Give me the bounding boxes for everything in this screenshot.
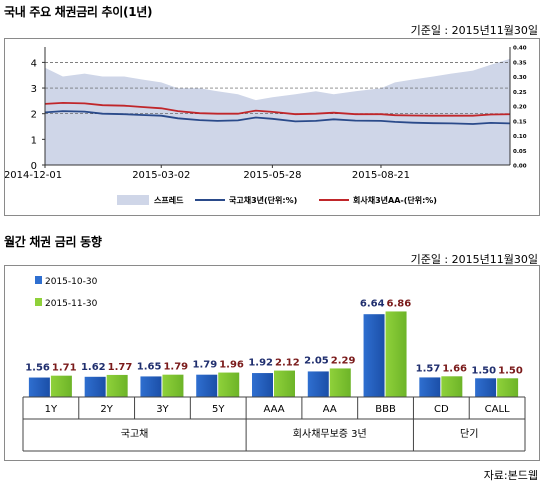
value-label-nov: 1.79 <box>163 362 188 373</box>
y-left-tick-label: 4 <box>31 58 37 69</box>
y-left-tick-label: 3 <box>31 84 37 95</box>
value-label-nov: 2.29 <box>331 355 356 366</box>
section2-ref-date: 기준일 : 2015년11월30일 <box>410 253 538 266</box>
legend-swatch-oct <box>35 276 42 284</box>
bar-nov-3Y <box>162 374 184 397</box>
category-label: 5Y <box>212 404 225 415</box>
y-right-tick-label: 0.15 <box>513 119 527 125</box>
x-tick-label: 2015-08-21 <box>352 170 410 181</box>
value-label-oct: 2.05 <box>304 355 329 366</box>
group-label: 회사채무보증 3년 <box>293 428 367 440</box>
bar-nov-CD <box>441 376 463 397</box>
legend-label-oct: 2015-10-30 <box>45 277 98 287</box>
bar-nov-CALL <box>497 378 519 397</box>
y-left-tick-label: 1 <box>31 135 37 146</box>
category-label: 3Y <box>156 404 169 415</box>
category-label: AAA <box>263 404 284 415</box>
gov-bond-line <box>44 110 511 125</box>
section1-ref-date: 기준일 : 2015년11월30일 <box>410 24 538 37</box>
legend-label-gov: 국고채3년(단위:%) <box>229 195 297 205</box>
y-left-tick-label: 0 <box>31 161 37 172</box>
bar-nov-AA <box>329 368 351 397</box>
bar-oct-AA <box>307 371 329 397</box>
bar-nov-1Y <box>50 375 72 397</box>
value-label-nov: 1.71 <box>52 363 77 374</box>
value-label-nov: 6.86 <box>387 298 412 309</box>
bar-oct-5Y <box>196 374 218 397</box>
value-label-oct: 1.62 <box>81 362 106 373</box>
category-label: BBB <box>375 404 396 415</box>
value-label-nov: 1.50 <box>498 365 523 376</box>
group-label: 단기 <box>460 428 478 440</box>
x-tick-label: 2014-12-01 <box>5 170 62 181</box>
value-label-oct: 1.50 <box>471 365 496 376</box>
value-label-oct: 1.57 <box>416 363 441 374</box>
value-label-nov: 1.96 <box>219 360 244 371</box>
category-label: CD <box>434 404 449 415</box>
value-label-nov: 2.12 <box>275 358 300 369</box>
value-label-oct: 1.56 <box>25 363 50 374</box>
bar-oct-CD <box>419 377 441 397</box>
y-right-tick-label: 0.00 <box>513 164 527 170</box>
x-tick-label: 2015-05-28 <box>243 170 301 181</box>
category-label: CALL <box>485 404 510 415</box>
bar-oct-CALL <box>475 378 497 397</box>
category-label: 1Y <box>45 404 58 415</box>
source-note: 자료:본드웹 <box>483 469 538 482</box>
legend-label-corp: 회사채3년AA-(단위:%) <box>353 195 437 205</box>
y-right-tick-label: 0.30 <box>513 75 527 81</box>
y-right-tick-label: 0.40 <box>513 46 527 52</box>
corp-bond-line <box>44 101 511 117</box>
legend-label-nov: 2015-11-30 <box>45 299 98 309</box>
bar-nov-2Y <box>106 374 128 397</box>
y-left-tick-label: 2 <box>31 110 37 121</box>
line-chart-panel: 0 1 2 3 4 0.00 0.05 0.10 0.15 0.20 0.25 0.30 0.35 0.4… <box>4 38 540 216</box>
group-label: 국고채 <box>121 428 149 440</box>
category-label: 2Y <box>100 404 113 415</box>
bar-oct-1Y <box>28 377 50 397</box>
value-label-nov: 1.77 <box>108 362 133 373</box>
bar-oct-BBB <box>363 314 385 397</box>
value-label-oct: 1.79 <box>193 360 218 371</box>
x-tick-label: 2015-03-02 <box>132 170 190 181</box>
bar-chart-panel: 2015-10-30 2015-11-30 1.56 1.71 1.62 1.77 1.6… <box>4 265 540 461</box>
bar-oct-2Y <box>84 376 106 397</box>
value-label-oct: 1.65 <box>137 362 162 373</box>
y-right-tick-label: 0.10 <box>513 134 527 140</box>
legend-swatch-nov <box>35 298 42 306</box>
y-right-tick-label: 0.35 <box>513 60 527 66</box>
y-right-tick-label: 0.20 <box>513 105 527 111</box>
legend-label-spread: 스프레드 <box>154 195 184 205</box>
line-chart: 0 1 2 3 4 0.00 0.05 0.10 0.15 0.20 0.25 0.30 0.35 0.4… <box>4 46 527 205</box>
value-label-oct: 6.64 <box>360 298 385 309</box>
bar-nov-AAA <box>274 370 295 397</box>
section2-title: 월간 채권 금리 동향 <box>4 235 102 249</box>
bar-oct-AAA <box>252 373 273 397</box>
bar-chart: 2015-10-30 2015-11-30 1.56 1.71 1.62 1.77 1.6… <box>22 276 526 452</box>
bar-oct-3Y <box>140 376 162 397</box>
value-label-nov: 1.66 <box>442 363 467 374</box>
category-label: AA <box>323 404 337 415</box>
bar-nov-5Y <box>218 372 240 397</box>
y-right-tick-label: 0.05 <box>513 149 527 155</box>
value-label-oct: 1.92 <box>248 358 273 369</box>
bar-nov-BBB <box>385 311 407 397</box>
legend-swatch-spread <box>117 195 149 205</box>
y-right-tick-label: 0.25 <box>513 90 527 96</box>
section1-title: 국내 주요 채권금리 추이(1년) <box>4 5 153 19</box>
